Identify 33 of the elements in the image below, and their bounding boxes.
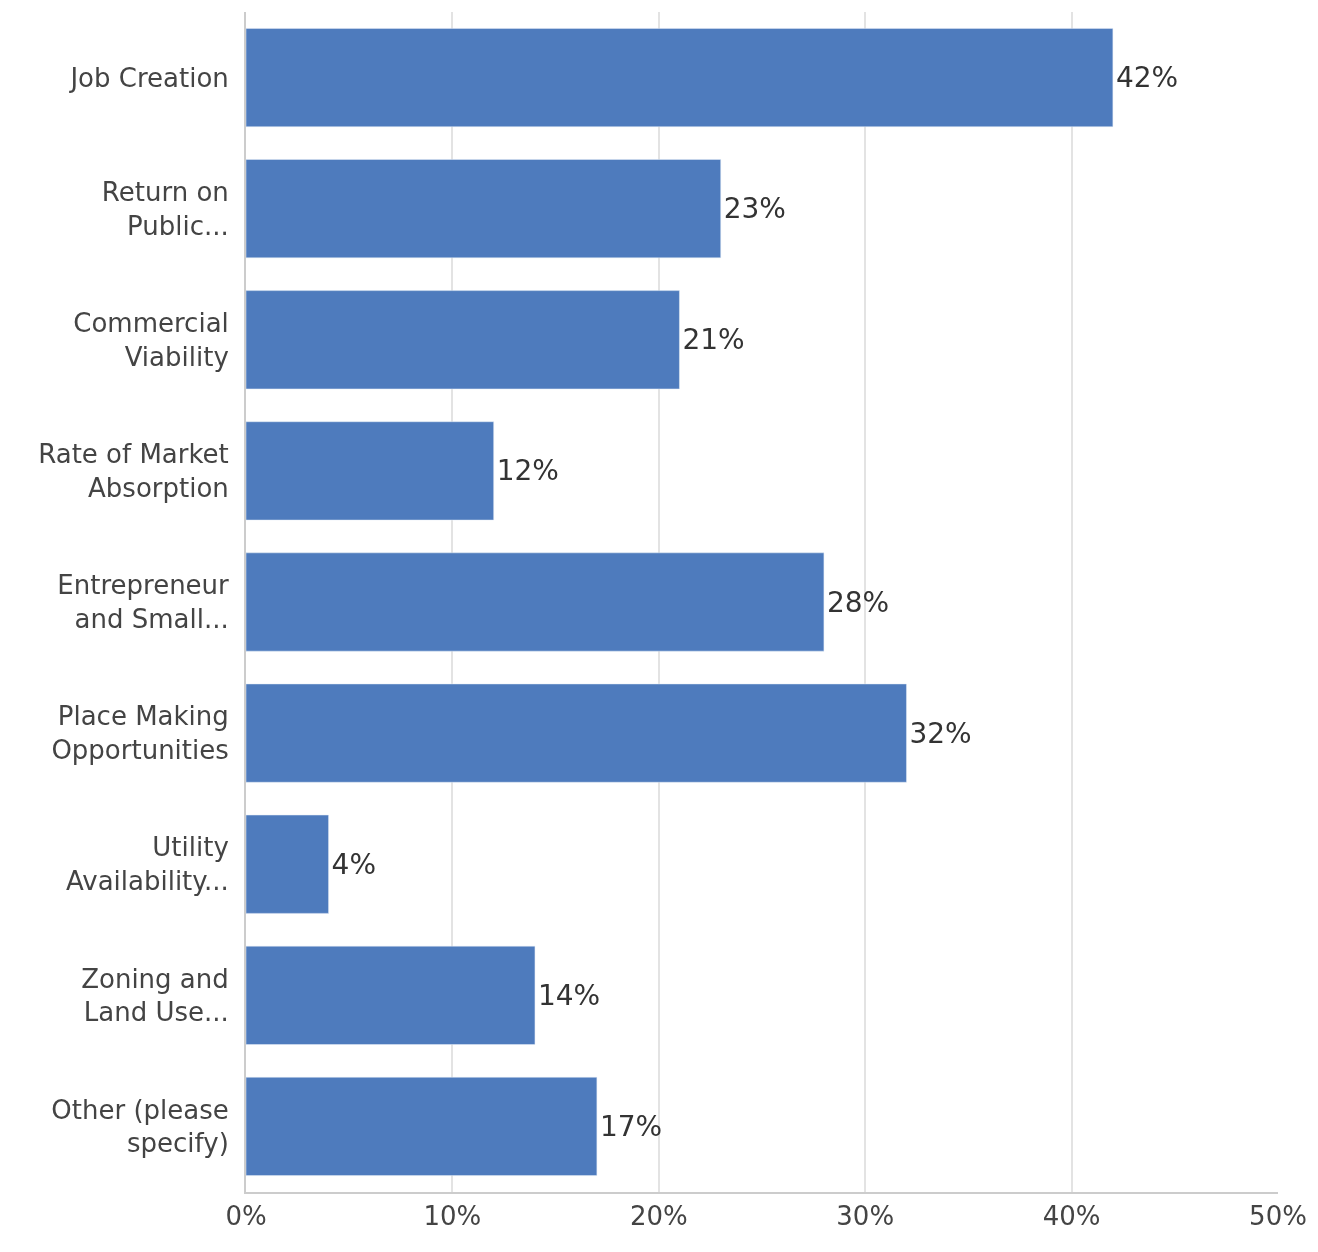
bar [246,945,536,1045]
y-tick-label: Return on Public... [101,176,229,241]
bar [246,290,680,390]
x-tick-label: 50% [1249,1201,1307,1232]
bar [246,159,721,259]
data-label: 42% [1115,61,1179,95]
data-label: 21% [682,323,745,357]
x-tick-label: 40% [1042,1201,1101,1232]
y-tick-label: Other (please specify) [51,1094,229,1159]
x-tick-label: 0% [225,1201,267,1232]
x-tick-label: 30% [836,1201,895,1232]
bar [246,814,329,914]
data-label: 17% [599,1109,663,1143]
data-label: 28% [826,585,890,619]
x-tick-label: 20% [629,1201,688,1232]
data-label: 14% [537,978,601,1012]
data-label: 12% [496,454,559,488]
y-tick-label: Zoning and Land Use... [81,963,229,1028]
y-tick-label: Rate of Market Absorption [38,439,229,503]
bar [246,683,907,783]
bar [246,421,494,521]
y-tick-label: Job Creation [68,62,229,93]
data-label: 23% [723,192,786,226]
data-label: 4% [331,847,376,881]
data-label: 32% [909,716,972,750]
y-tick-label: Commercial Viability [73,307,229,372]
y-tick-label: Entrepreneur and Small... [57,570,230,634]
bar [246,552,825,652]
y-tick-label: Place Making Opportunities [51,701,229,766]
y-tick-label: Utility Availability... [65,832,229,897]
bar [246,28,1114,127]
bar [246,1077,598,1176]
x-tick-label: 10% [423,1201,482,1232]
